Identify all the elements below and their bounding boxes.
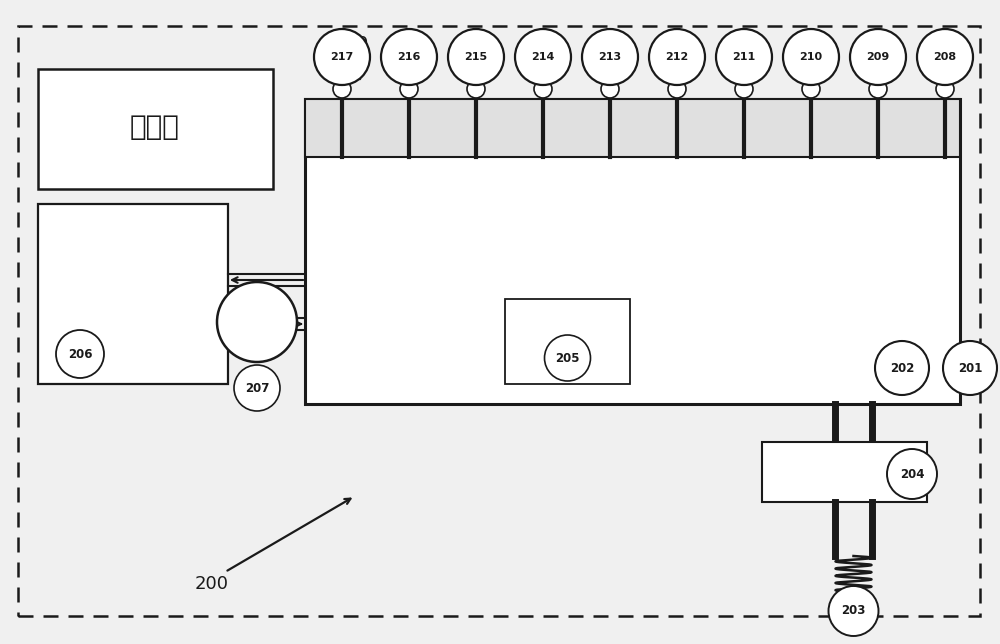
Circle shape <box>828 586 879 636</box>
Text: 211: 211 <box>732 52 756 62</box>
Bar <box>762 442 927 502</box>
Bar <box>305 99 960 157</box>
Circle shape <box>467 80 485 98</box>
Circle shape <box>887 449 937 499</box>
Text: 215: 215 <box>464 52 488 62</box>
Circle shape <box>582 29 638 85</box>
Text: 205: 205 <box>555 352 580 365</box>
Text: 控制器: 控制器 <box>130 113 180 141</box>
Text: 219: 219 <box>335 35 369 53</box>
Circle shape <box>716 29 772 85</box>
Text: 214: 214 <box>531 52 555 62</box>
Text: 213: 213 <box>598 52 622 62</box>
Text: 202: 202 <box>890 361 914 375</box>
Text: 212: 212 <box>665 52 689 62</box>
Text: 203: 203 <box>841 605 866 618</box>
Circle shape <box>314 29 370 85</box>
Bar <box>38 204 228 384</box>
Circle shape <box>783 29 839 85</box>
Circle shape <box>515 29 571 85</box>
Circle shape <box>802 80 820 98</box>
Circle shape <box>400 80 418 98</box>
Circle shape <box>668 80 686 98</box>
Circle shape <box>917 29 973 85</box>
Circle shape <box>544 335 590 381</box>
Circle shape <box>234 365 280 411</box>
Text: 210: 210 <box>799 52 823 62</box>
Circle shape <box>850 29 906 85</box>
Bar <box>38 69 273 189</box>
Text: 207: 207 <box>245 381 269 395</box>
Text: 201: 201 <box>958 361 982 375</box>
Text: 209: 209 <box>866 52 890 62</box>
Circle shape <box>601 80 619 98</box>
Text: 217: 217 <box>330 52 354 62</box>
Circle shape <box>381 29 437 85</box>
Text: 206: 206 <box>68 348 92 361</box>
Text: 208: 208 <box>933 52 957 62</box>
Circle shape <box>875 341 929 395</box>
Text: 200: 200 <box>195 575 229 593</box>
Circle shape <box>649 29 705 85</box>
Circle shape <box>936 80 954 98</box>
Circle shape <box>869 80 887 98</box>
Circle shape <box>448 29 504 85</box>
Circle shape <box>217 282 297 362</box>
Circle shape <box>333 80 351 98</box>
Text: 204: 204 <box>900 468 924 480</box>
Bar <box>305 99 960 404</box>
Bar <box>505 299 630 384</box>
Circle shape <box>534 80 552 98</box>
Circle shape <box>943 341 997 395</box>
Circle shape <box>56 330 104 378</box>
Text: 216: 216 <box>397 52 421 62</box>
Circle shape <box>735 80 753 98</box>
